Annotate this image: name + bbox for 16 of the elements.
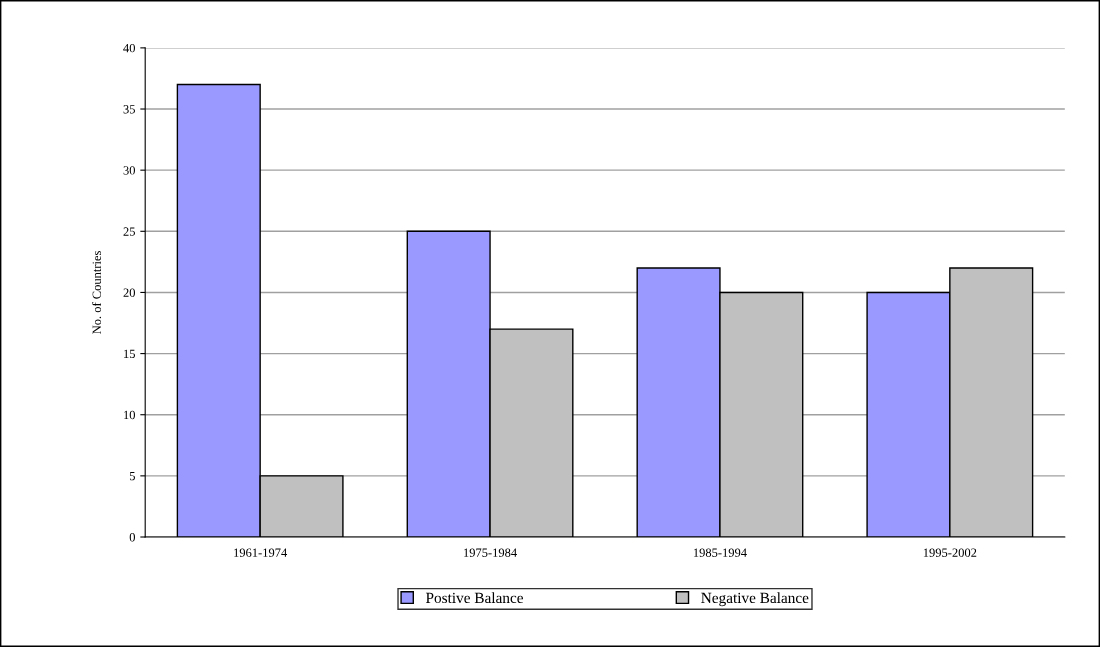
legend-label: Negative Balance bbox=[701, 592, 809, 607]
y-tick-label: 30 bbox=[123, 166, 135, 175]
x-tick-label: 1995-2002 bbox=[923, 548, 977, 557]
y-tick-label: 0 bbox=[129, 533, 135, 542]
x-tick-label: 1961-1974 bbox=[234, 548, 288, 557]
y-tick-label: 35 bbox=[123, 105, 135, 114]
y-tick-label: 5 bbox=[129, 472, 135, 481]
x-tick-label: 1975-1984 bbox=[464, 548, 517, 557]
y-tick-label: 10 bbox=[124, 410, 135, 420]
y-tick-label: 25 bbox=[123, 227, 135, 236]
y-axis-title: No. of Countries bbox=[92, 251, 102, 334]
y-tick-label: 40 bbox=[123, 43, 135, 53]
x-tick-label: 1985-1994 bbox=[693, 548, 747, 557]
y-tick-label: 20 bbox=[123, 288, 135, 297]
y-tick-label: 15 bbox=[124, 349, 135, 359]
legend-label: Postive Balance bbox=[425, 592, 523, 604]
